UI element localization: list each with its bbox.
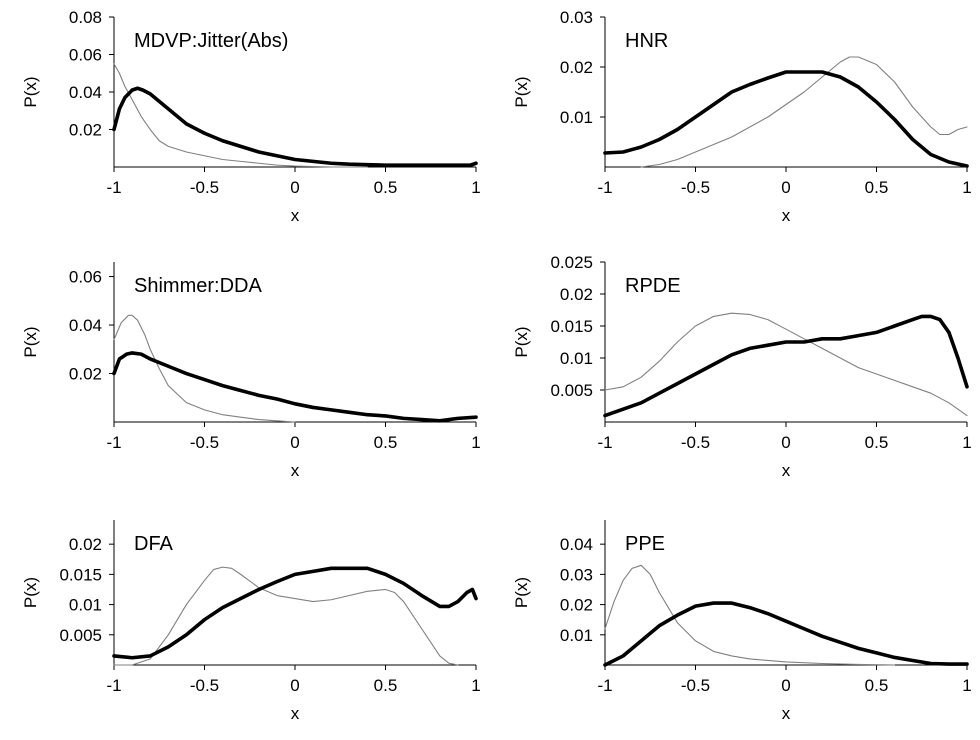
y-tick-label: 0.02 [69, 121, 102, 140]
y-tick-label: 0.005 [550, 381, 593, 400]
x-tick-label: 0.5 [374, 676, 398, 695]
y-tick-label: 0.04 [69, 83, 102, 102]
y-tick-label: 0.03 [560, 565, 593, 584]
y-axis-label: P(x) [512, 76, 531, 107]
y-tick-label: 0.02 [560, 596, 593, 615]
chart-panel-4: -1 -0.5 0 0.5 1 0.005 0.01 0.015 0.02 0.025 x P(x) R… [512, 253, 972, 480]
panel-title: RPDE [625, 275, 681, 297]
x-tick-label: 0 [781, 433, 790, 452]
y-axis-label: P(x) [21, 76, 40, 107]
y-tick-label: 0.04 [69, 316, 102, 335]
x-tick-label: -1 [597, 676, 612, 695]
series-line-thick [603, 601, 969, 667]
series-line-thick [112, 566, 478, 660]
y-tick-label: 0.02 [69, 535, 102, 554]
panel-title: Shimmer:DDA [134, 275, 262, 297]
y-tick-label: 0.02 [560, 285, 593, 304]
y-tick-label: 0.01 [560, 349, 593, 368]
x-tick-label: 0.5 [865, 178, 889, 197]
x-tick-label: 1 [471, 676, 480, 695]
x-tick-label: 0 [290, 676, 299, 695]
x-tick-label: 1 [962, 433, 971, 452]
x-tick-label: 1 [471, 433, 480, 452]
y-tick-label: 0.06 [69, 268, 102, 287]
y-tick-label: 0.025 [550, 253, 593, 272]
x-tick-label: -0.5 [681, 178, 710, 197]
y-axis-label: P(x) [21, 577, 40, 608]
x-tick-label: 0 [290, 178, 299, 197]
series-line-thin [113, 63, 368, 168]
series-line-thick [603, 70, 969, 168]
series-line-thin [113, 566, 459, 666]
y-tick-label: 0.06 [69, 46, 102, 65]
y-tick-label: 0.01 [560, 108, 593, 127]
x-axis-label: x [782, 461, 791, 480]
x-tick-label: -0.5 [190, 178, 219, 197]
x-tick-label: -0.5 [190, 433, 219, 452]
chart-panel-6: -1 -0.5 0 0.5 1 0.01 0.02 0.03 0.04 x P(x) PPE [512, 520, 972, 723]
x-tick-label: 0.5 [374, 178, 398, 197]
chart-panel-5: -1 -0.5 0 0.5 1 0.005 0.01 0.015 0.02 x P(x) DFA [21, 520, 481, 723]
panel-title: MDVP:Jitter(Abs) [134, 30, 288, 52]
series-line-thick [112, 86, 478, 167]
chart-panel-2: -1 -0.5 0 0.5 1 0.01 0.02 0.03 x P(x) HNR [512, 8, 972, 225]
x-axis-label: x [291, 704, 300, 723]
y-tick-label: 0.015 [550, 317, 593, 336]
x-axis-label: x [782, 206, 791, 225]
series-line-thick [603, 314, 969, 418]
x-tick-label: 0 [290, 433, 299, 452]
x-tick-label: 0 [781, 676, 790, 695]
y-axis-label: P(x) [512, 577, 531, 608]
x-tick-label: -1 [106, 433, 121, 452]
x-tick-label: 0.5 [865, 433, 889, 452]
x-tick-label: 0.5 [374, 433, 398, 452]
y-tick-label: 0.04 [560, 535, 593, 554]
y-tick-label: 0.015 [59, 565, 102, 584]
series-line-thin [604, 564, 896, 666]
x-axis-label: x [291, 461, 300, 480]
x-tick-label: 0.5 [865, 676, 889, 695]
panel-title: HNR [625, 30, 668, 52]
series-line-thin [640, 56, 968, 168]
x-tick-label: -0.5 [190, 676, 219, 695]
x-tick-label: -0.5 [681, 433, 710, 452]
x-tick-label: 1 [962, 178, 971, 197]
y-tick-label: 0.02 [69, 365, 102, 384]
chart-panel-1: -1 -0.5 0 0.5 1 0.02 0.04 0.06 0.08 x P(x) MDVP:Jit… [21, 8, 481, 225]
y-tick-label: 0.01 [560, 626, 593, 645]
y-tick-label: 0.08 [69, 8, 102, 27]
x-tick-label: -1 [106, 676, 121, 695]
panel-title: DFA [134, 533, 174, 555]
y-tick-label: 0.02 [560, 58, 593, 77]
series-line-thin [604, 312, 968, 417]
x-tick-label: -1 [597, 178, 612, 197]
x-tick-label: -0.5 [681, 676, 710, 695]
panel-title: PPE [625, 533, 665, 555]
x-tick-label: 1 [471, 178, 480, 197]
x-tick-label: -1 [597, 433, 612, 452]
series-line-thin [113, 314, 296, 423]
x-tick-label: 0 [781, 178, 790, 197]
series-line-thick [112, 351, 478, 423]
x-axis-label: x [782, 704, 791, 723]
x-tick-label: 1 [962, 676, 971, 695]
x-axis-label: x [291, 206, 300, 225]
x-tick-label: -1 [106, 178, 121, 197]
y-tick-label: 0.005 [59, 626, 102, 645]
y-axis-label: P(x) [21, 326, 40, 357]
chart-panel-3: -1 -0.5 0 0.5 1 0.02 0.04 0.06 x P(x) Shimmer:DDA [21, 262, 481, 480]
y-axis-label: P(x) [512, 326, 531, 357]
y-tick-label: 0.01 [69, 596, 102, 615]
y-tick-label: 0.03 [560, 8, 593, 27]
